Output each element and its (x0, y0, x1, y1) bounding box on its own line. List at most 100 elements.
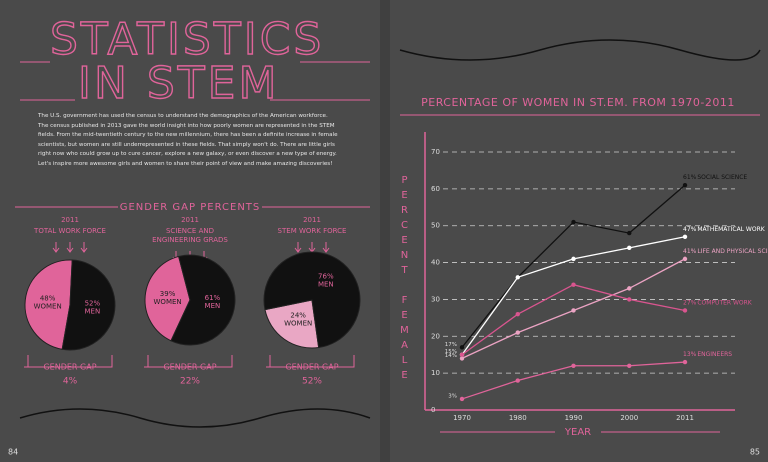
point (627, 297, 632, 302)
value-label: 41% (683, 247, 697, 254)
value-label: 3% (448, 393, 457, 399)
point (571, 256, 576, 262)
pie-label: 76% MEN (318, 272, 334, 288)
point (627, 230, 632, 236)
y-tick-label: 70 (431, 148, 440, 156)
point (515, 311, 520, 317)
point (682, 359, 688, 365)
pie-value-label: 76% (318, 272, 334, 280)
point (682, 234, 688, 239)
pie-category: WOMEN (34, 302, 62, 310)
legend-entry: LIFE AND PHYSICAL SCIENCES (697, 247, 768, 254)
pie-title: SCIENCE AND (166, 227, 214, 235)
x-axis-label: YEAR (564, 427, 591, 438)
pie-value-label: 48% (40, 294, 56, 302)
gap-label: GENDER GAP (285, 363, 338, 372)
arrow (66, 242, 74, 253)
point (627, 363, 632, 368)
gap-value: 22% (180, 377, 200, 387)
title-line: STATISTICS (50, 14, 324, 65)
gap-label: GENDER GAP (163, 363, 216, 372)
point (515, 330, 520, 335)
pie-label: 24% WOMEN (284, 312, 312, 328)
series-label: 41%LIFE AND PHYSICAL SCIENCES (683, 247, 768, 254)
value-label: 15% (445, 349, 457, 355)
point (459, 356, 465, 361)
point (571, 219, 576, 225)
point (682, 256, 688, 262)
point (515, 275, 520, 280)
point (459, 345, 465, 350)
title-line: IN STEM (78, 58, 279, 109)
legend-entry: SOCIAL SCIENCE (697, 174, 747, 181)
pie-value-label: 61% (205, 294, 221, 302)
point (571, 308, 576, 313)
point (682, 308, 688, 313)
pie-label: 61% MEN (205, 294, 221, 310)
pie-slice (144, 255, 191, 342)
arrow (294, 242, 302, 253)
point (515, 378, 520, 383)
y-tick-label: 10 (431, 369, 440, 377)
pie-label: 48% WOMEN (34, 294, 62, 310)
gap-value: 4% (63, 377, 78, 387)
y-tick-label: 0 (431, 406, 435, 414)
x-tick-label: 1980 (509, 414, 527, 422)
pie-value-label: 39% (160, 290, 176, 298)
pie-slice (264, 299, 320, 349)
legend-entry: COMPUTER WORK (697, 299, 752, 306)
value-label: 61% (683, 174, 697, 181)
pie-slice (61, 259, 116, 351)
value-label: 17% (445, 342, 457, 348)
point (459, 352, 465, 357)
gap-value: 52% (302, 377, 322, 387)
arrow (80, 242, 88, 253)
intro-text: The U.S. government has used the census … (38, 113, 338, 167)
value-label: 14% (445, 353, 457, 359)
y-tick-label: 40 (431, 259, 440, 267)
pie-value-label: 52% (85, 300, 101, 308)
pie-year: 2011 (303, 216, 321, 224)
pie-year: 2011 (61, 216, 79, 224)
x-tick-label: 2000 (620, 414, 638, 422)
point (571, 363, 576, 368)
y-axis-label: PERCENT FEMALE (399, 175, 410, 385)
pie-category: WOMEN (154, 298, 182, 306)
pie-title: TOTAL WORK FORCE (33, 227, 106, 235)
pie-label: 39% WOMEN (154, 290, 182, 306)
pie-slice (170, 254, 236, 346)
series-label: 13%ENGINEERS (683, 351, 732, 358)
pie-category: MEN (205, 302, 221, 310)
pie-category: WOMEN (284, 320, 312, 328)
fold (380, 0, 390, 462)
arrow (52, 242, 60, 253)
point (627, 286, 632, 291)
point (627, 245, 632, 251)
point (571, 282, 576, 287)
value-label: 27% (683, 299, 697, 306)
pie-slice (24, 259, 73, 350)
value-label: 47% (683, 225, 697, 232)
page-number: 84 (8, 448, 18, 457)
value-label: 13% (683, 351, 697, 358)
gap-bracket (266, 355, 355, 368)
pie-label: 52% MEN (85, 300, 101, 316)
gap-label: GENDER GAP (43, 363, 96, 372)
pie-year: 2011 (181, 216, 199, 224)
pie-title: STEM WORK FORCE (278, 227, 347, 235)
pie-slice (263, 251, 361, 349)
pie-title: ENGINEERING GRADS (152, 236, 228, 244)
x-tick-label: 2011 (676, 414, 694, 422)
y-tick-label: 20 (431, 332, 440, 340)
pie-category: MEN (318, 280, 334, 288)
series-label: 61%SOCIAL SCIENCE (683, 174, 747, 181)
point (459, 396, 465, 402)
gap-bracket (24, 355, 113, 368)
series-label: 27%COMPUTER WORK (683, 299, 753, 306)
section-heading: GENDER GAP PERCENTS (120, 202, 261, 213)
pie-value-label: 24% (290, 312, 306, 320)
vine (19, 408, 371, 428)
x-tick-label: 1990 (565, 414, 583, 422)
